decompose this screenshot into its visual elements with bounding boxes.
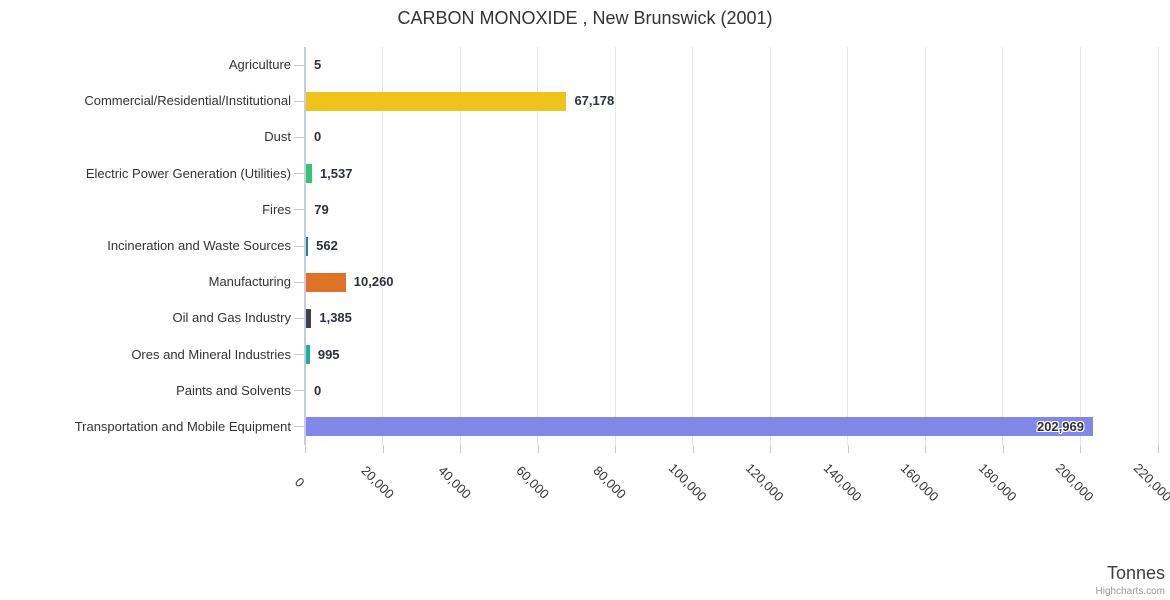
category-tick bbox=[294, 209, 304, 211]
bar-manufacturing[interactable] bbox=[306, 272, 346, 292]
category-label: Ores and Mineral Industries bbox=[131, 346, 291, 362]
x-axis-tick bbox=[615, 445, 617, 453]
category-label: Agriculture bbox=[228, 57, 291, 73]
y-axis-line bbox=[304, 47, 306, 445]
x-tick-label: 200,000 bbox=[1053, 460, 1098, 505]
highcharts-credit-link[interactable]: Highcharts.com bbox=[1095, 586, 1165, 597]
value-label: 67,178 bbox=[574, 93, 615, 109]
bar-ores-and-mineral-industries[interactable] bbox=[306, 345, 310, 365]
bar-incineration-and-waste-sources[interactable] bbox=[306, 236, 308, 256]
chart-title: CARBON MONOXIDE , New Brunswick (2001) bbox=[397, 8, 773, 28]
x-axis-tick bbox=[692, 445, 694, 453]
category-tick bbox=[294, 64, 304, 66]
category-label: Incineration and Waste Sources bbox=[107, 238, 291, 253]
x-tick-label: 160,000 bbox=[898, 460, 942, 505]
category-label: Oil and Gas Industry bbox=[172, 310, 292, 326]
gridline bbox=[769, 47, 771, 445]
category-label: Manufacturing bbox=[208, 274, 291, 290]
category-tick bbox=[294, 173, 304, 175]
category-tick bbox=[294, 317, 304, 319]
gridline bbox=[847, 47, 849, 445]
gridline bbox=[537, 47, 539, 445]
category-label: Fires bbox=[262, 201, 291, 217]
gridline bbox=[459, 47, 461, 445]
category-tick bbox=[294, 354, 304, 356]
x-tick-label: 100,000 bbox=[665, 460, 710, 505]
x-axis-tick bbox=[770, 445, 772, 453]
x-tick-label: 60,000 bbox=[512, 462, 552, 502]
value-label: 79 bbox=[314, 201, 329, 217]
category-label: Paints and Solvents bbox=[176, 382, 291, 398]
x-axis-tick bbox=[925, 445, 927, 453]
gridline bbox=[924, 47, 926, 445]
gridline bbox=[1002, 47, 1004, 445]
value-label: 10,260 bbox=[353, 274, 394, 290]
gridline bbox=[1157, 47, 1159, 445]
x-axis-tick bbox=[1002, 445, 1004, 453]
gridline bbox=[692, 47, 694, 445]
x-tick-label: 0 bbox=[291, 474, 308, 491]
bar-transportation-and-mobile-equipment[interactable] bbox=[306, 417, 1093, 437]
gridline bbox=[382, 47, 384, 445]
x-tick-label: 20,000 bbox=[357, 462, 397, 502]
x-tick-label: 80,000 bbox=[590, 462, 630, 502]
plot-area: 5 67,178 0 1,537 79 562 10,260 1,385 995 0 202,969 bbox=[305, 47, 1159, 445]
category-label: Electric Power Generation (Utilities) bbox=[85, 165, 291, 181]
category-label: Commercial/Residential/Institutional bbox=[84, 93, 291, 109]
x-tick-label: 140,000 bbox=[820, 460, 865, 505]
category-tick bbox=[294, 136, 304, 138]
category-tick bbox=[294, 281, 304, 283]
category-tick bbox=[294, 426, 304, 428]
value-label: 1,537 bbox=[319, 165, 353, 181]
value-label: 0 bbox=[314, 129, 322, 145]
x-tick-label: 220,000 bbox=[1130, 460, 1170, 505]
x-tick-label: 40,000 bbox=[435, 462, 475, 502]
category-label: Dust bbox=[264, 129, 291, 145]
category-tick bbox=[294, 390, 304, 392]
x-axis-tick bbox=[305, 445, 306, 453]
bar-electric-power-generation-utilities-[interactable] bbox=[306, 164, 312, 184]
value-label: 1,385 bbox=[319, 310, 352, 326]
category-tick bbox=[294, 245, 304, 247]
x-axis-tick bbox=[460, 445, 462, 453]
x-axis-tick bbox=[382, 445, 384, 453]
gridline bbox=[1079, 47, 1081, 445]
x-axis-title: Tonnes bbox=[1106, 563, 1165, 583]
x-tick-label: 120,000 bbox=[743, 460, 787, 505]
category-label: Transportation and Mobile Equipment bbox=[74, 418, 291, 434]
bar-oil-and-gas-industry[interactable] bbox=[306, 308, 311, 328]
value-label: 995 bbox=[317, 346, 340, 362]
x-axis-tick bbox=[1080, 445, 1082, 453]
value-label: 5 bbox=[314, 57, 322, 73]
value-label: 202,969 bbox=[1036, 418, 1084, 434]
category-tick bbox=[294, 100, 304, 102]
bar-commercial-residential-institutional[interactable] bbox=[306, 91, 566, 111]
gridline bbox=[614, 47, 616, 445]
value-label: 0 bbox=[314, 382, 322, 398]
x-tick-label: 180,000 bbox=[975, 460, 1020, 505]
x-axis-tick bbox=[1158, 445, 1159, 453]
x-axis-tick bbox=[537, 445, 539, 453]
x-axis-tick bbox=[847, 445, 849, 453]
value-label: 562 bbox=[316, 238, 338, 253]
